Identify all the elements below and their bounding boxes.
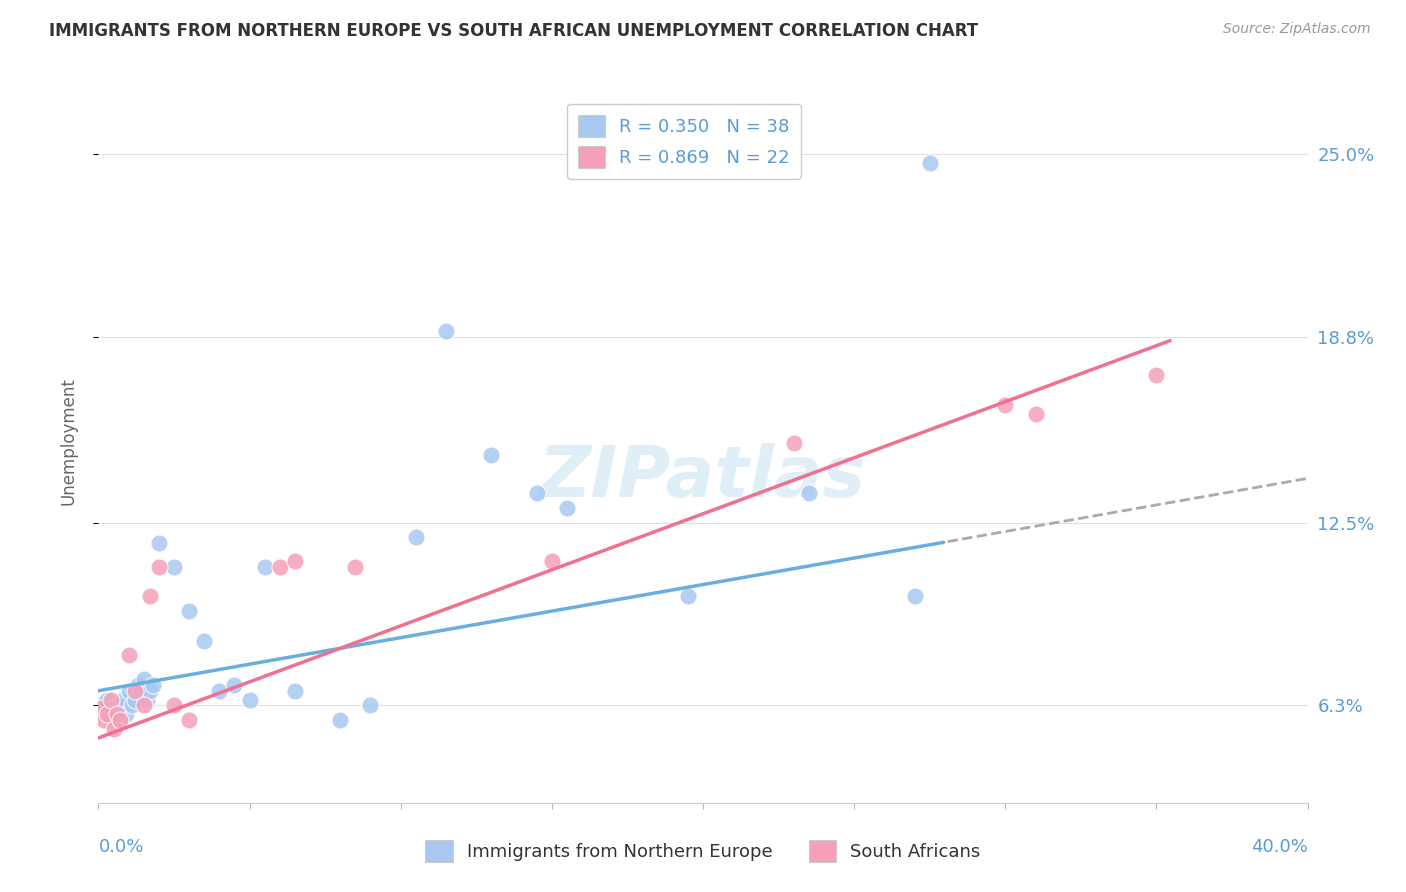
- Point: [284, 683, 307, 698]
- Point: [114, 707, 136, 722]
- Legend: Immigrants from Northern Europe, South Africans: Immigrants from Northern Europe, South A…: [418, 833, 988, 870]
- Point: [253, 560, 276, 574]
- Point: [96, 707, 118, 722]
- Point: [129, 683, 152, 698]
- Point: [111, 692, 134, 706]
- Point: [193, 633, 215, 648]
- Point: [148, 560, 170, 574]
- Point: [103, 722, 125, 736]
- Text: Source: ZipAtlas.com: Source: ZipAtlas.com: [1223, 22, 1371, 37]
- Point: [163, 698, 186, 713]
- Point: [329, 713, 352, 727]
- Point: [93, 707, 115, 722]
- Text: IMMIGRANTS FROM NORTHERN EUROPE VS SOUTH AFRICAN UNEMPLOYMENT CORRELATION CHART: IMMIGRANTS FROM NORTHERN EUROPE VS SOUTH…: [49, 22, 979, 40]
- Point: [132, 698, 155, 713]
- Point: [93, 713, 115, 727]
- Point: [100, 692, 122, 706]
- Point: [103, 701, 125, 715]
- Point: [105, 707, 128, 722]
- Point: [434, 324, 457, 338]
- Point: [108, 713, 131, 727]
- Point: [148, 536, 170, 550]
- Point: [224, 678, 246, 692]
- Point: [540, 554, 562, 568]
- Text: 40.0%: 40.0%: [1251, 838, 1308, 856]
- Point: [90, 698, 112, 713]
- Point: [100, 713, 122, 727]
- Point: [163, 560, 186, 574]
- Point: [239, 692, 262, 706]
- Point: [904, 590, 927, 604]
- Point: [127, 678, 149, 692]
- Point: [142, 678, 165, 692]
- Point: [124, 683, 146, 698]
- Point: [676, 590, 699, 604]
- Point: [90, 701, 112, 715]
- Point: [555, 500, 578, 515]
- Point: [269, 560, 291, 574]
- Point: [139, 590, 162, 604]
- Point: [797, 486, 820, 500]
- Point: [118, 683, 141, 698]
- Text: ZIPatlas: ZIPatlas: [540, 443, 866, 512]
- Point: [105, 707, 128, 722]
- Point: [179, 604, 201, 618]
- Point: [139, 683, 162, 698]
- Text: 0.0%: 0.0%: [98, 838, 143, 856]
- Point: [918, 156, 941, 170]
- Point: [526, 486, 548, 500]
- Point: [132, 672, 155, 686]
- Point: [118, 648, 141, 663]
- Point: [208, 683, 231, 698]
- Point: [481, 448, 503, 462]
- Legend: R = 0.350   N = 38, R = 0.869   N = 22: R = 0.350 N = 38, R = 0.869 N = 22: [567, 103, 800, 178]
- Point: [96, 692, 118, 706]
- Point: [344, 560, 367, 574]
- Point: [360, 698, 382, 713]
- Point: [284, 554, 307, 568]
- Point: [1024, 407, 1046, 421]
- Point: [124, 692, 146, 706]
- Point: [179, 713, 201, 727]
- Point: [121, 698, 143, 713]
- Y-axis label: Unemployment: Unemployment: [59, 377, 77, 506]
- Point: [994, 398, 1017, 412]
- Point: [783, 436, 806, 450]
- Point: [1144, 368, 1167, 383]
- Point: [135, 692, 157, 706]
- Point: [405, 530, 427, 544]
- Point: [108, 698, 131, 713]
